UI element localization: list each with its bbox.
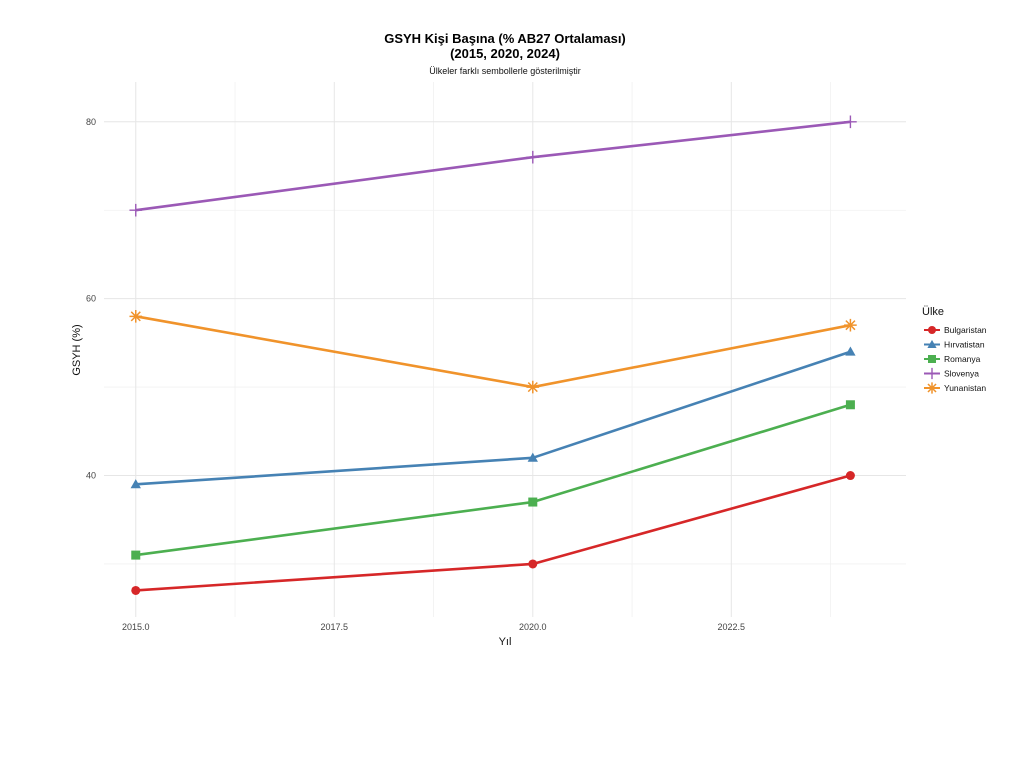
legend-marker [927, 339, 937, 348]
series-line [135, 120, 851, 212]
x-axis-label: Yıl [499, 636, 512, 648]
legend-item: Yunanistan [924, 382, 986, 394]
y-tick-label: 60 [86, 294, 96, 304]
chart-subtitle: Ülkeler farklı sembollerle gösterilmişti… [429, 66, 581, 76]
chart-title: GSYH Kişi Başına (% AB27 Ortalaması) [384, 31, 626, 46]
x-tick-label: 2015.0 [122, 622, 150, 632]
series-group [129, 115, 857, 595]
y-tick-label: 40 [86, 471, 96, 481]
x-tick-label: 2022.5 [718, 622, 746, 632]
legend-label: Yunanistan [944, 383, 986, 393]
legend-label: Hırvatistan [944, 340, 985, 350]
data-point [528, 497, 538, 507]
series-slovenya [129, 115, 857, 217]
series-line [135, 403, 851, 557]
data-point [844, 115, 857, 129]
data-point [130, 479, 141, 489]
x-axis-ticks: 2015.0 2017.5 2020.0 2022.5 [122, 622, 745, 632]
data-point [845, 471, 855, 481]
legend-label: Bulgaristan [944, 325, 987, 335]
series-line [135, 474, 851, 592]
y-axis-label: GSYH (%) [71, 324, 83, 375]
data-point [131, 550, 141, 560]
legend-label: Romanya [944, 354, 981, 364]
legend-label: Slovenya [944, 369, 979, 379]
x-tick-label: 2017.5 [321, 622, 349, 632]
data-point [129, 203, 143, 217]
series-bulgaristan [131, 471, 855, 595]
x-tick-label: 2020.0 [519, 622, 547, 632]
legend-item: Bulgaristan [924, 325, 987, 335]
y-tick-label: 80 [86, 117, 96, 127]
data-point [526, 150, 540, 164]
data-point [129, 310, 143, 323]
y-axis-ticks: 40 60 80 [86, 117, 96, 481]
series-hırvatistan [130, 346, 856, 489]
legend-marker [928, 355, 936, 363]
data-point [131, 585, 141, 595]
legend-item: Hırvatistan [924, 340, 985, 350]
data-point [844, 318, 857, 332]
grid [104, 82, 906, 617]
legend-marker [926, 382, 938, 394]
series-romanya [131, 400, 855, 560]
legend-marker [928, 326, 936, 334]
legend-item: Romanya [924, 354, 981, 364]
legend: Ülke Bulgaristan Hırvatistan Romanya Sloven… [922, 306, 987, 394]
data-point [526, 380, 540, 394]
legend-title: Ülke [922, 306, 944, 318]
data-point [528, 559, 538, 569]
chart-title-line2: (2015, 2020, 2024) [450, 46, 560, 61]
legend-marker [926, 367, 938, 380]
series-line [135, 315, 851, 389]
data-point [845, 346, 856, 356]
series-line [135, 350, 851, 486]
series-yunanistan [129, 310, 857, 394]
data-point [845, 400, 855, 410]
data-point [527, 452, 538, 462]
legend-item: Slovenya [924, 367, 979, 380]
